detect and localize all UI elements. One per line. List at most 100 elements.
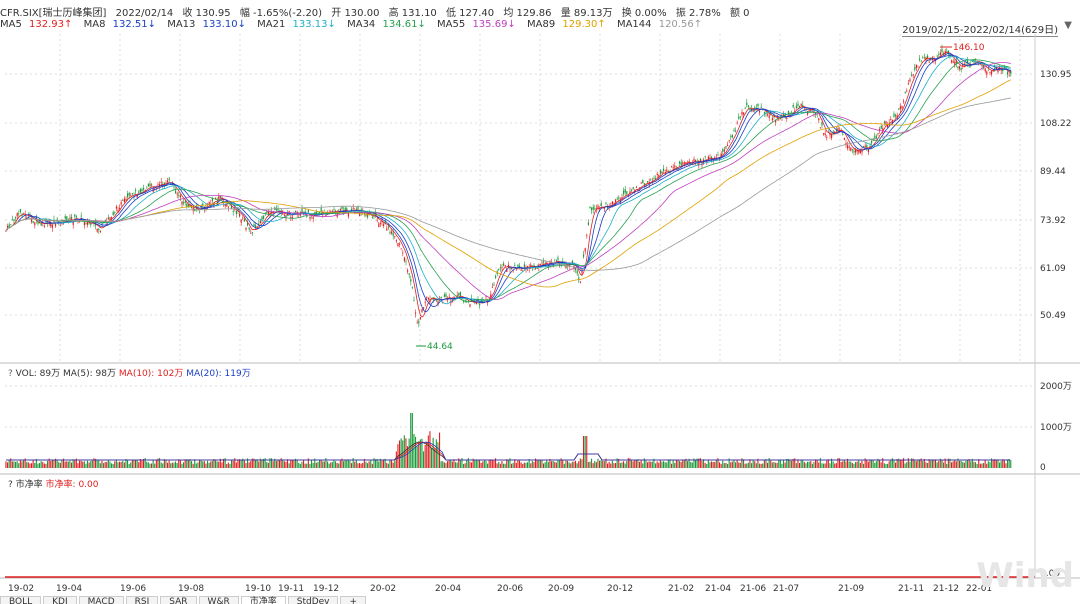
volume-bar	[170, 463, 172, 468]
volume-bar	[728, 458, 730, 468]
volume-bar	[303, 460, 305, 468]
volume-bar	[47, 460, 49, 468]
date-range-selector[interactable]: 2019/02/15-2022/02/14(629日)	[902, 21, 1058, 37]
tab-stddev[interactable]: StdDev	[287, 596, 339, 604]
volume-tick: 1000万	[1040, 423, 1072, 433]
volume-bar	[59, 462, 61, 468]
volume-bar	[51, 460, 53, 468]
volume-bar	[376, 459, 378, 468]
candle-body	[239, 213, 241, 217]
volume-bars	[5, 413, 1012, 468]
x-tick: 19-06	[120, 584, 146, 594]
volume-bar	[15, 461, 17, 468]
quote-close: 收 130.95	[182, 8, 231, 19]
volume-bar	[589, 461, 591, 468]
volume-bar	[296, 460, 298, 468]
ma13-legend[interactable]: MA13 133.10↓	[167, 19, 246, 30]
volume-bar	[13, 461, 15, 468]
ma34-legend[interactable]: MA34 134.61↓	[347, 19, 426, 30]
volume-bar	[135, 460, 137, 468]
tab-macd[interactable]: MACD	[78, 596, 124, 604]
volume-bar	[247, 458, 249, 468]
candle-body	[19, 209, 21, 212]
volume-bar	[426, 442, 428, 468]
volume-bar	[357, 463, 359, 468]
volume-bar	[237, 459, 239, 468]
tab-sar[interactable]: SAR	[160, 596, 197, 604]
ma144-legend[interactable]: MA144 120.56↑	[616, 19, 703, 30]
volume-bar	[592, 463, 594, 468]
candle-body	[16, 213, 18, 217]
candle-body	[578, 277, 580, 281]
candle-body	[43, 225, 45, 227]
volume-bar	[991, 458, 993, 468]
volume-bar	[911, 458, 913, 468]
volume-bar	[301, 461, 303, 468]
candle-body	[823, 133, 825, 135]
candle-body	[746, 102, 748, 106]
candle-body	[175, 190, 177, 194]
volume-bar	[967, 460, 969, 468]
volume-bar	[635, 459, 637, 468]
quote-amount: 额 0	[729, 8, 750, 19]
candle-body	[984, 68, 986, 72]
tab-kdj[interactable]: KDJ	[43, 596, 77, 604]
volume-bar	[629, 458, 631, 468]
ma89-legend[interactable]: MA89 129.30↑	[527, 19, 606, 30]
ma8-legend[interactable]: MA8 132.51↓	[83, 19, 156, 30]
volume-bar	[624, 463, 626, 468]
volume-bar	[66, 461, 68, 468]
volume-bar	[933, 459, 935, 468]
volume-bar	[583, 436, 585, 468]
candle-body	[135, 189, 137, 192]
volume-bar	[770, 460, 772, 468]
candle-body	[245, 227, 247, 230]
volume-bar	[923, 458, 925, 468]
ticker-name[interactable]: CFR.SIX[瑞士历峰集团]	[0, 8, 107, 19]
candle-body	[819, 127, 821, 129]
tab-wr[interactable]: W&R	[198, 596, 239, 604]
candle-body	[858, 149, 860, 153]
volume-bar	[184, 459, 186, 468]
add-tab-button[interactable]: +	[340, 596, 367, 604]
ma5-legend[interactable]: MA5 132.93↑	[0, 19, 73, 30]
volume-bar	[163, 459, 165, 468]
candle-body	[818, 118, 820, 121]
candle-body	[955, 60, 957, 64]
candle-body	[424, 301, 426, 303]
price-axis: 130.95 108.22 89.44 73.92 61.09 50.49	[1040, 70, 1072, 321]
candle-body	[779, 118, 781, 120]
volume-bar	[234, 458, 236, 468]
volume-bar	[5, 461, 7, 468]
volume-bar	[619, 463, 621, 468]
candle-body	[383, 224, 385, 227]
tab-boll[interactable]: BOLL	[0, 596, 42, 604]
candle-body	[464, 299, 466, 301]
help-icon[interactable]: ?	[8, 480, 13, 490]
tab-rsi[interactable]: RSI	[125, 596, 159, 604]
candle-body	[392, 232, 394, 236]
ma55-legend[interactable]: MA55 135.69↓	[437, 19, 516, 30]
volume-bar	[471, 462, 473, 468]
candle-body	[71, 216, 73, 219]
candle-body	[40, 222, 42, 226]
chevron-down-icon[interactable]: ▼	[1064, 20, 1072, 31]
volume-bar	[213, 459, 215, 468]
volume-bar	[480, 462, 482, 468]
tab-pb[interactable]: 市净率	[240, 596, 286, 604]
volume-bar	[271, 458, 273, 468]
candle-body	[685, 162, 687, 164]
volume-bar	[506, 459, 508, 468]
help-icon[interactable]: ?	[8, 369, 13, 379]
candle-body	[800, 103, 802, 106]
volume-bar	[927, 463, 929, 468]
candle-body	[816, 114, 818, 116]
volume-bar	[861, 460, 863, 468]
volume-bar	[168, 460, 170, 468]
ma21-legend[interactable]: MA21 133.13↓	[257, 19, 336, 30]
volume-bar	[455, 462, 457, 468]
candle-body	[579, 281, 581, 283]
volume-bar	[767, 462, 769, 468]
volume-bar	[975, 462, 977, 468]
